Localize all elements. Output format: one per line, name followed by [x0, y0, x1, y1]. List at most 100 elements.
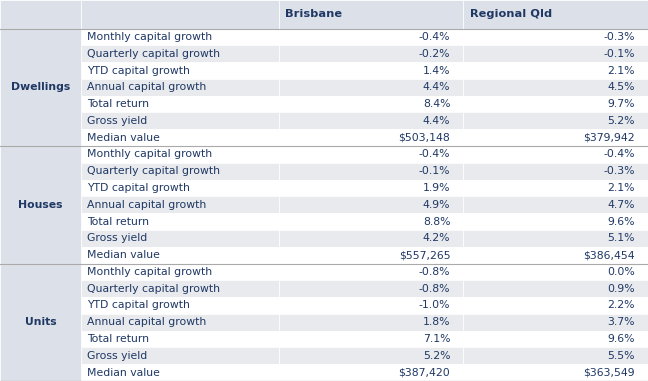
Text: $386,454: $386,454: [583, 250, 635, 260]
Bar: [463, 79, 648, 96]
Bar: [279, 264, 463, 280]
Bar: [0, 163, 81, 179]
Text: 4.4%: 4.4%: [423, 82, 450, 92]
Bar: [279, 129, 463, 146]
Text: Total return: Total return: [87, 99, 150, 109]
Text: -0.3%: -0.3%: [603, 166, 635, 176]
Text: 8.4%: 8.4%: [423, 99, 450, 109]
Text: 8.8%: 8.8%: [423, 216, 450, 227]
Text: $387,420: $387,420: [399, 368, 450, 378]
Bar: [0, 297, 81, 314]
Bar: [463, 62, 648, 79]
Text: 2.1%: 2.1%: [608, 66, 635, 75]
Bar: [81, 129, 279, 146]
Bar: [0, 0, 81, 29]
Bar: [279, 79, 463, 96]
Text: Total return: Total return: [87, 334, 150, 344]
Bar: [279, 247, 463, 264]
Bar: [81, 196, 279, 213]
Bar: [81, 297, 279, 314]
Bar: [0, 347, 81, 364]
Bar: [0, 96, 81, 112]
Text: 4.5%: 4.5%: [608, 82, 635, 92]
Text: 5.2%: 5.2%: [423, 351, 450, 361]
Bar: [279, 213, 463, 230]
Bar: [81, 29, 279, 45]
Bar: [0, 364, 81, 381]
Text: Quarterly capital growth: Quarterly capital growth: [87, 166, 220, 176]
Text: -1.0%: -1.0%: [419, 301, 450, 311]
Text: -0.2%: -0.2%: [419, 49, 450, 59]
Bar: [0, 196, 81, 213]
Text: Houses: Houses: [18, 200, 63, 210]
Bar: [0, 264, 81, 280]
Text: -0.4%: -0.4%: [603, 149, 635, 159]
Text: Brisbane: Brisbane: [285, 9, 342, 19]
Text: -0.4%: -0.4%: [419, 32, 450, 42]
Text: 4.7%: 4.7%: [608, 200, 635, 210]
Bar: [463, 146, 648, 163]
Bar: [81, 62, 279, 79]
Bar: [81, 230, 279, 247]
Bar: [0, 213, 81, 230]
Text: Total return: Total return: [87, 216, 150, 227]
Text: $363,549: $363,549: [583, 368, 635, 378]
Bar: [279, 146, 463, 163]
Bar: [0, 79, 81, 96]
Text: 2.2%: 2.2%: [608, 301, 635, 311]
Bar: [279, 0, 463, 29]
Bar: [279, 112, 463, 129]
Bar: [279, 230, 463, 247]
Bar: [0, 280, 81, 297]
Bar: [81, 247, 279, 264]
Bar: [81, 331, 279, 347]
Bar: [463, 163, 648, 179]
Text: Monthly capital growth: Monthly capital growth: [87, 149, 213, 159]
Text: 4.9%: 4.9%: [423, 200, 450, 210]
Bar: [0, 29, 81, 45]
Text: Units: Units: [25, 317, 56, 327]
Bar: [81, 96, 279, 112]
Bar: [0, 45, 81, 62]
Bar: [0, 29, 81, 146]
Bar: [0, 230, 81, 247]
Bar: [279, 62, 463, 79]
Bar: [81, 0, 279, 29]
Bar: [0, 146, 81, 264]
Text: Median value: Median value: [87, 250, 160, 260]
Text: 4.2%: 4.2%: [423, 233, 450, 243]
Bar: [463, 213, 648, 230]
Bar: [463, 129, 648, 146]
Bar: [81, 264, 279, 280]
Bar: [279, 96, 463, 112]
Bar: [279, 297, 463, 314]
Text: YTD capital growth: YTD capital growth: [87, 301, 191, 311]
Text: Monthly capital growth: Monthly capital growth: [87, 32, 213, 42]
Text: Gross yield: Gross yield: [87, 233, 148, 243]
Bar: [463, 230, 648, 247]
Bar: [463, 264, 648, 280]
Bar: [81, 163, 279, 179]
Text: -0.8%: -0.8%: [419, 284, 450, 294]
Text: Annual capital growth: Annual capital growth: [87, 82, 207, 92]
Bar: [279, 347, 463, 364]
Text: Median value: Median value: [87, 368, 160, 378]
Bar: [279, 196, 463, 213]
Bar: [81, 179, 279, 196]
Text: 7.1%: 7.1%: [423, 334, 450, 344]
Bar: [463, 247, 648, 264]
Bar: [463, 96, 648, 112]
Bar: [81, 213, 279, 230]
Bar: [0, 264, 81, 381]
Bar: [81, 79, 279, 96]
Bar: [463, 0, 648, 29]
Bar: [463, 196, 648, 213]
Bar: [81, 314, 279, 331]
Text: $379,942: $379,942: [583, 133, 635, 142]
Bar: [0, 62, 81, 79]
Bar: [279, 163, 463, 179]
Text: 9.7%: 9.7%: [608, 99, 635, 109]
Text: Regional Qld: Regional Qld: [470, 9, 552, 19]
Bar: [0, 112, 81, 129]
Text: 9.6%: 9.6%: [608, 216, 635, 227]
